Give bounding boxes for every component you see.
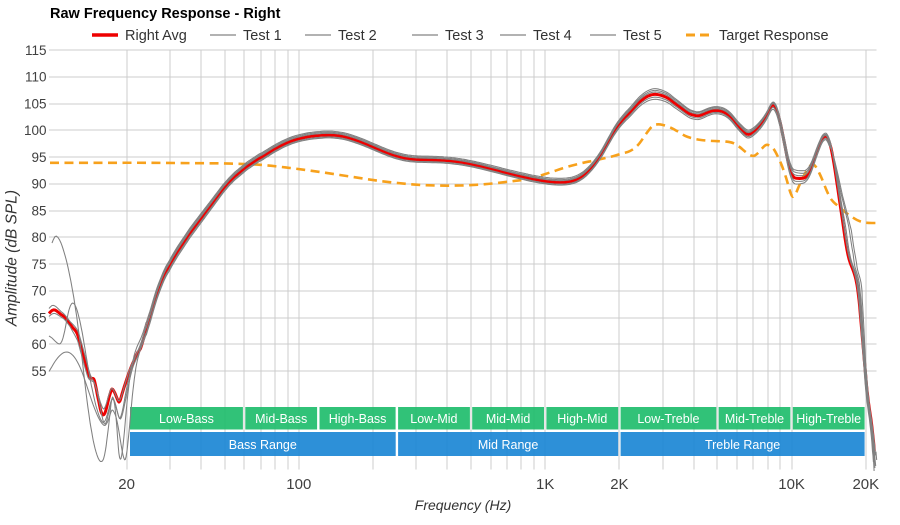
svg-text:2K: 2K (610, 476, 628, 493)
svg-text:85: 85 (31, 203, 46, 218)
svg-text:60: 60 (31, 337, 46, 352)
svg-text:90: 90 (31, 177, 46, 192)
svg-text:100: 100 (286, 476, 311, 493)
svg-text:Low-Bass: Low-Bass (159, 412, 214, 426)
svg-text:110: 110 (25, 70, 47, 85)
svg-text:20: 20 (118, 476, 135, 493)
svg-text:Mid Range: Mid Range (478, 438, 538, 452)
svg-text:Bass Range: Bass Range (229, 438, 297, 452)
svg-text:70: 70 (31, 284, 46, 299)
svg-text:105: 105 (24, 96, 47, 111)
svg-text:Test 1: Test 1 (243, 28, 282, 44)
svg-text:80: 80 (31, 230, 46, 245)
svg-text:20K: 20K (852, 476, 879, 493)
svg-text:10K: 10K (778, 476, 805, 493)
svg-text:115: 115 (25, 43, 47, 58)
svg-text:Test 4: Test 4 (533, 28, 572, 44)
svg-text:100: 100 (24, 123, 47, 138)
svg-text:Mid-Treble: Mid-Treble (725, 412, 784, 426)
svg-text:Frequency (Hz): Frequency (Hz) (415, 497, 511, 513)
svg-text:Low-Mid: Low-Mid (410, 412, 457, 426)
svg-text:Test 5: Test 5 (623, 28, 662, 44)
svg-text:Raw Frequency Response - Right: Raw Frequency Response - Right (50, 6, 281, 22)
svg-text:Mid-Bass: Mid-Bass (255, 412, 307, 426)
svg-text:1K: 1K (536, 476, 554, 493)
svg-text:Target Response: Target Response (719, 28, 829, 44)
svg-text:High-Mid: High-Mid (557, 412, 607, 426)
svg-text:Treble Range: Treble Range (705, 438, 780, 452)
svg-text:Test 2: Test 2 (338, 28, 377, 44)
svg-text:55: 55 (31, 364, 46, 379)
svg-text:95: 95 (31, 150, 46, 165)
svg-text:Low-Treble: Low-Treble (637, 412, 699, 426)
svg-text:High-Bass: High-Bass (329, 412, 387, 426)
svg-text:65: 65 (31, 310, 46, 325)
svg-text:Test 3: Test 3 (445, 28, 484, 44)
svg-text:Mid-Mid: Mid-Mid (486, 412, 530, 426)
svg-text:Amplitude (dB SPL): Amplitude (dB SPL) (4, 190, 21, 327)
svg-text:High-Treble: High-Treble (796, 412, 861, 426)
svg-text:Right Avg: Right Avg (125, 28, 187, 44)
svg-text:75: 75 (31, 257, 46, 272)
